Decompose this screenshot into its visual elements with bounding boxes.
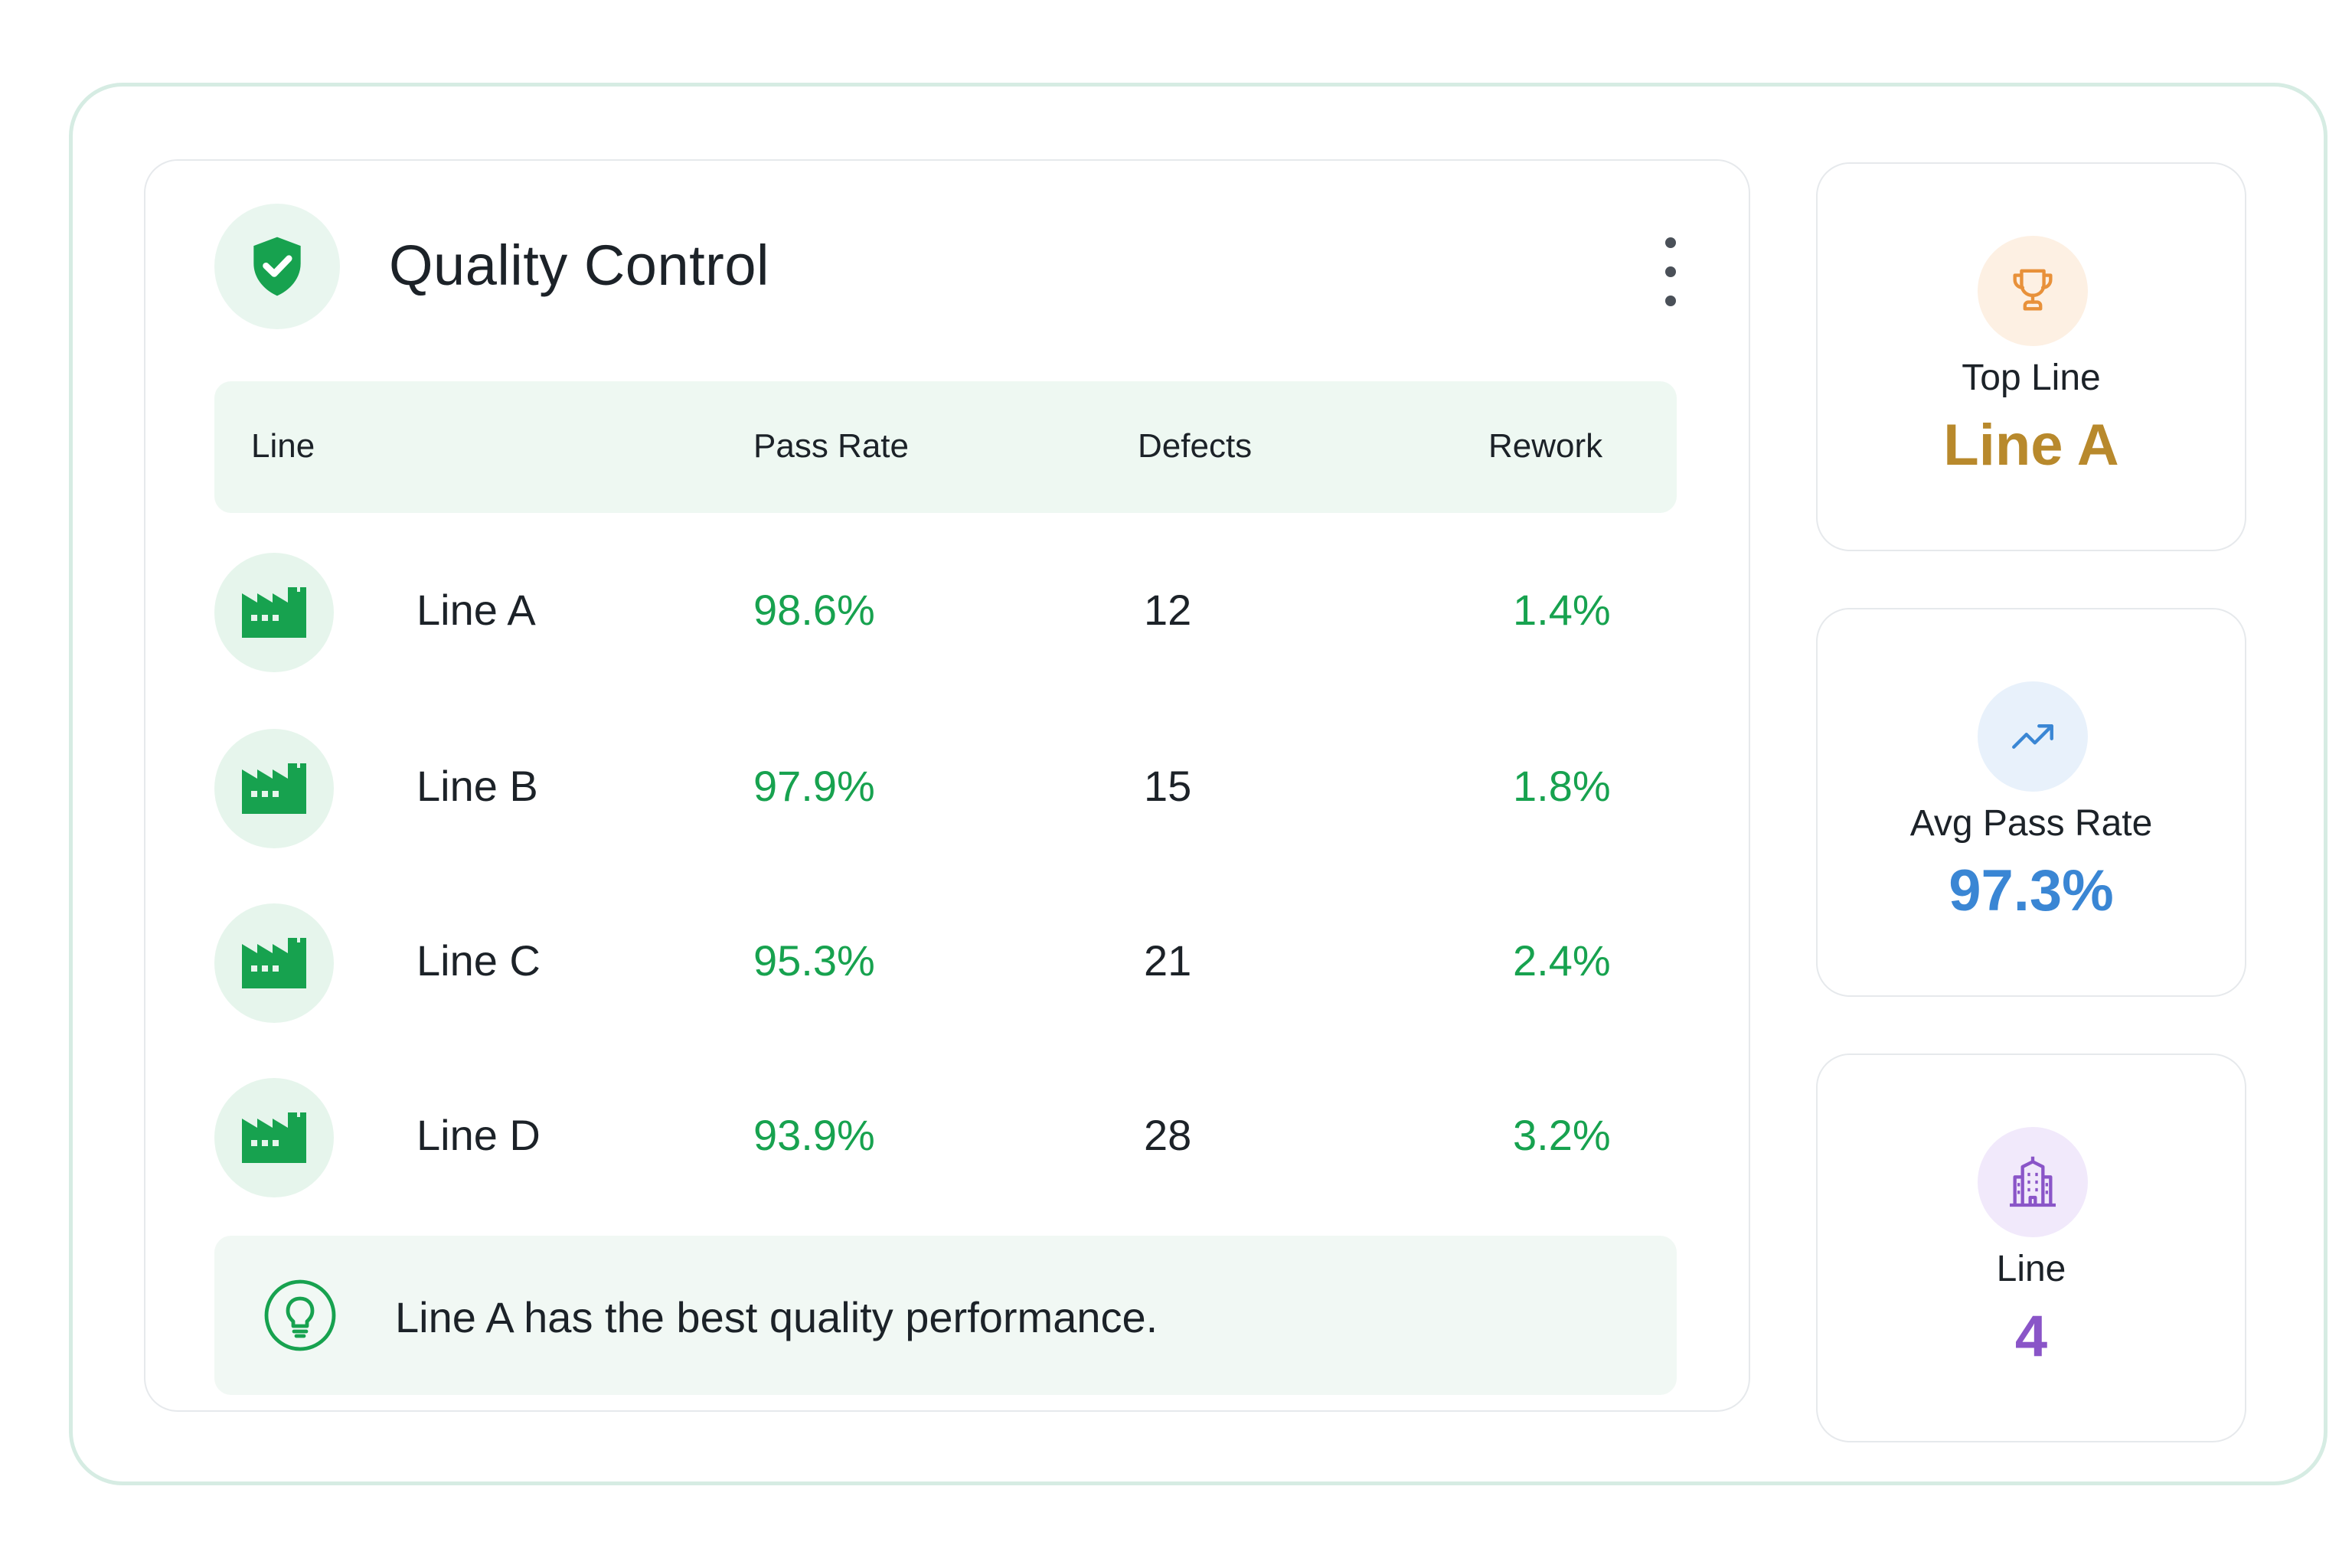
- column-header-defects: Defects: [1138, 427, 1253, 465]
- rework-value: 3.2%: [1513, 1111, 1611, 1159]
- stat-card-line-count: Line 4: [1816, 1054, 2246, 1442]
- defects-value: 28: [1144, 1111, 1192, 1159]
- building-icon: [1978, 1127, 2088, 1237]
- stat-label: Top Line: [1962, 358, 2101, 398]
- table-row[interactable]: Line D 93.9% 28 3.2%: [214, 1078, 1677, 1200]
- line-name: Line A: [416, 586, 536, 634]
- table-row[interactable]: Line B 97.9% 15 1.8%: [214, 729, 1677, 851]
- column-header-pass-rate: Pass Rate: [753, 427, 909, 465]
- factory-icon: [214, 903, 334, 1023]
- defects-value: 15: [1144, 762, 1192, 810]
- pass-rate-value: 97.9%: [753, 762, 875, 810]
- defects-value: 12: [1144, 586, 1192, 634]
- table-row[interactable]: Line C 95.3% 21 2.4%: [214, 903, 1677, 1026]
- pass-rate-value: 98.6%: [753, 586, 875, 634]
- insight-banner: Line A has the best quality performance.: [214, 1236, 1677, 1395]
- more-vertical-icon[interactable]: [1655, 237, 1686, 306]
- line-name: Line B: [416, 762, 538, 810]
- stat-label: Line: [1996, 1249, 2066, 1289]
- column-header-line: Line: [251, 427, 315, 465]
- line-name: Line D: [416, 1111, 541, 1159]
- stat-value: 4: [2014, 1304, 2048, 1369]
- stat-value: 97.3%: [1949, 858, 2114, 923]
- page-title: Quality Control: [389, 234, 769, 297]
- trending-up-icon: [1978, 681, 2088, 792]
- factory-icon: [214, 729, 334, 848]
- shield-check-icon: [214, 204, 340, 329]
- factory-icon: [214, 553, 334, 672]
- factory-icon: [214, 1078, 334, 1197]
- stat-card-top-line: Top Line Line A: [1816, 162, 2246, 551]
- stat-label: Avg Pass Rate: [1909, 803, 2153, 844]
- column-header-rework: Rework: [1488, 427, 1603, 465]
- table-header: Line Pass Rate Defects Rework: [214, 381, 1677, 513]
- quality-control-card: Quality Control Line Pass Rate Defects R…: [144, 159, 1750, 1412]
- stat-value: Line A: [1943, 413, 2119, 478]
- insight-text: Line A has the best quality performance.: [395, 1293, 1158, 1341]
- lightbulb-icon: [263, 1279, 337, 1352]
- pass-rate-value: 95.3%: [753, 936, 875, 985]
- rework-value: 1.8%: [1513, 762, 1611, 810]
- trophy-icon: [1978, 236, 2088, 346]
- defects-value: 21: [1144, 936, 1192, 985]
- rework-value: 2.4%: [1513, 936, 1611, 985]
- pass-rate-value: 93.9%: [753, 1111, 875, 1159]
- rework-value: 1.4%: [1513, 586, 1611, 634]
- stat-card-avg-pass-rate: Avg Pass Rate 97.3%: [1816, 608, 2246, 997]
- table-row[interactable]: Line A 98.6% 12 1.4%: [214, 553, 1677, 675]
- line-name: Line C: [416, 936, 541, 985]
